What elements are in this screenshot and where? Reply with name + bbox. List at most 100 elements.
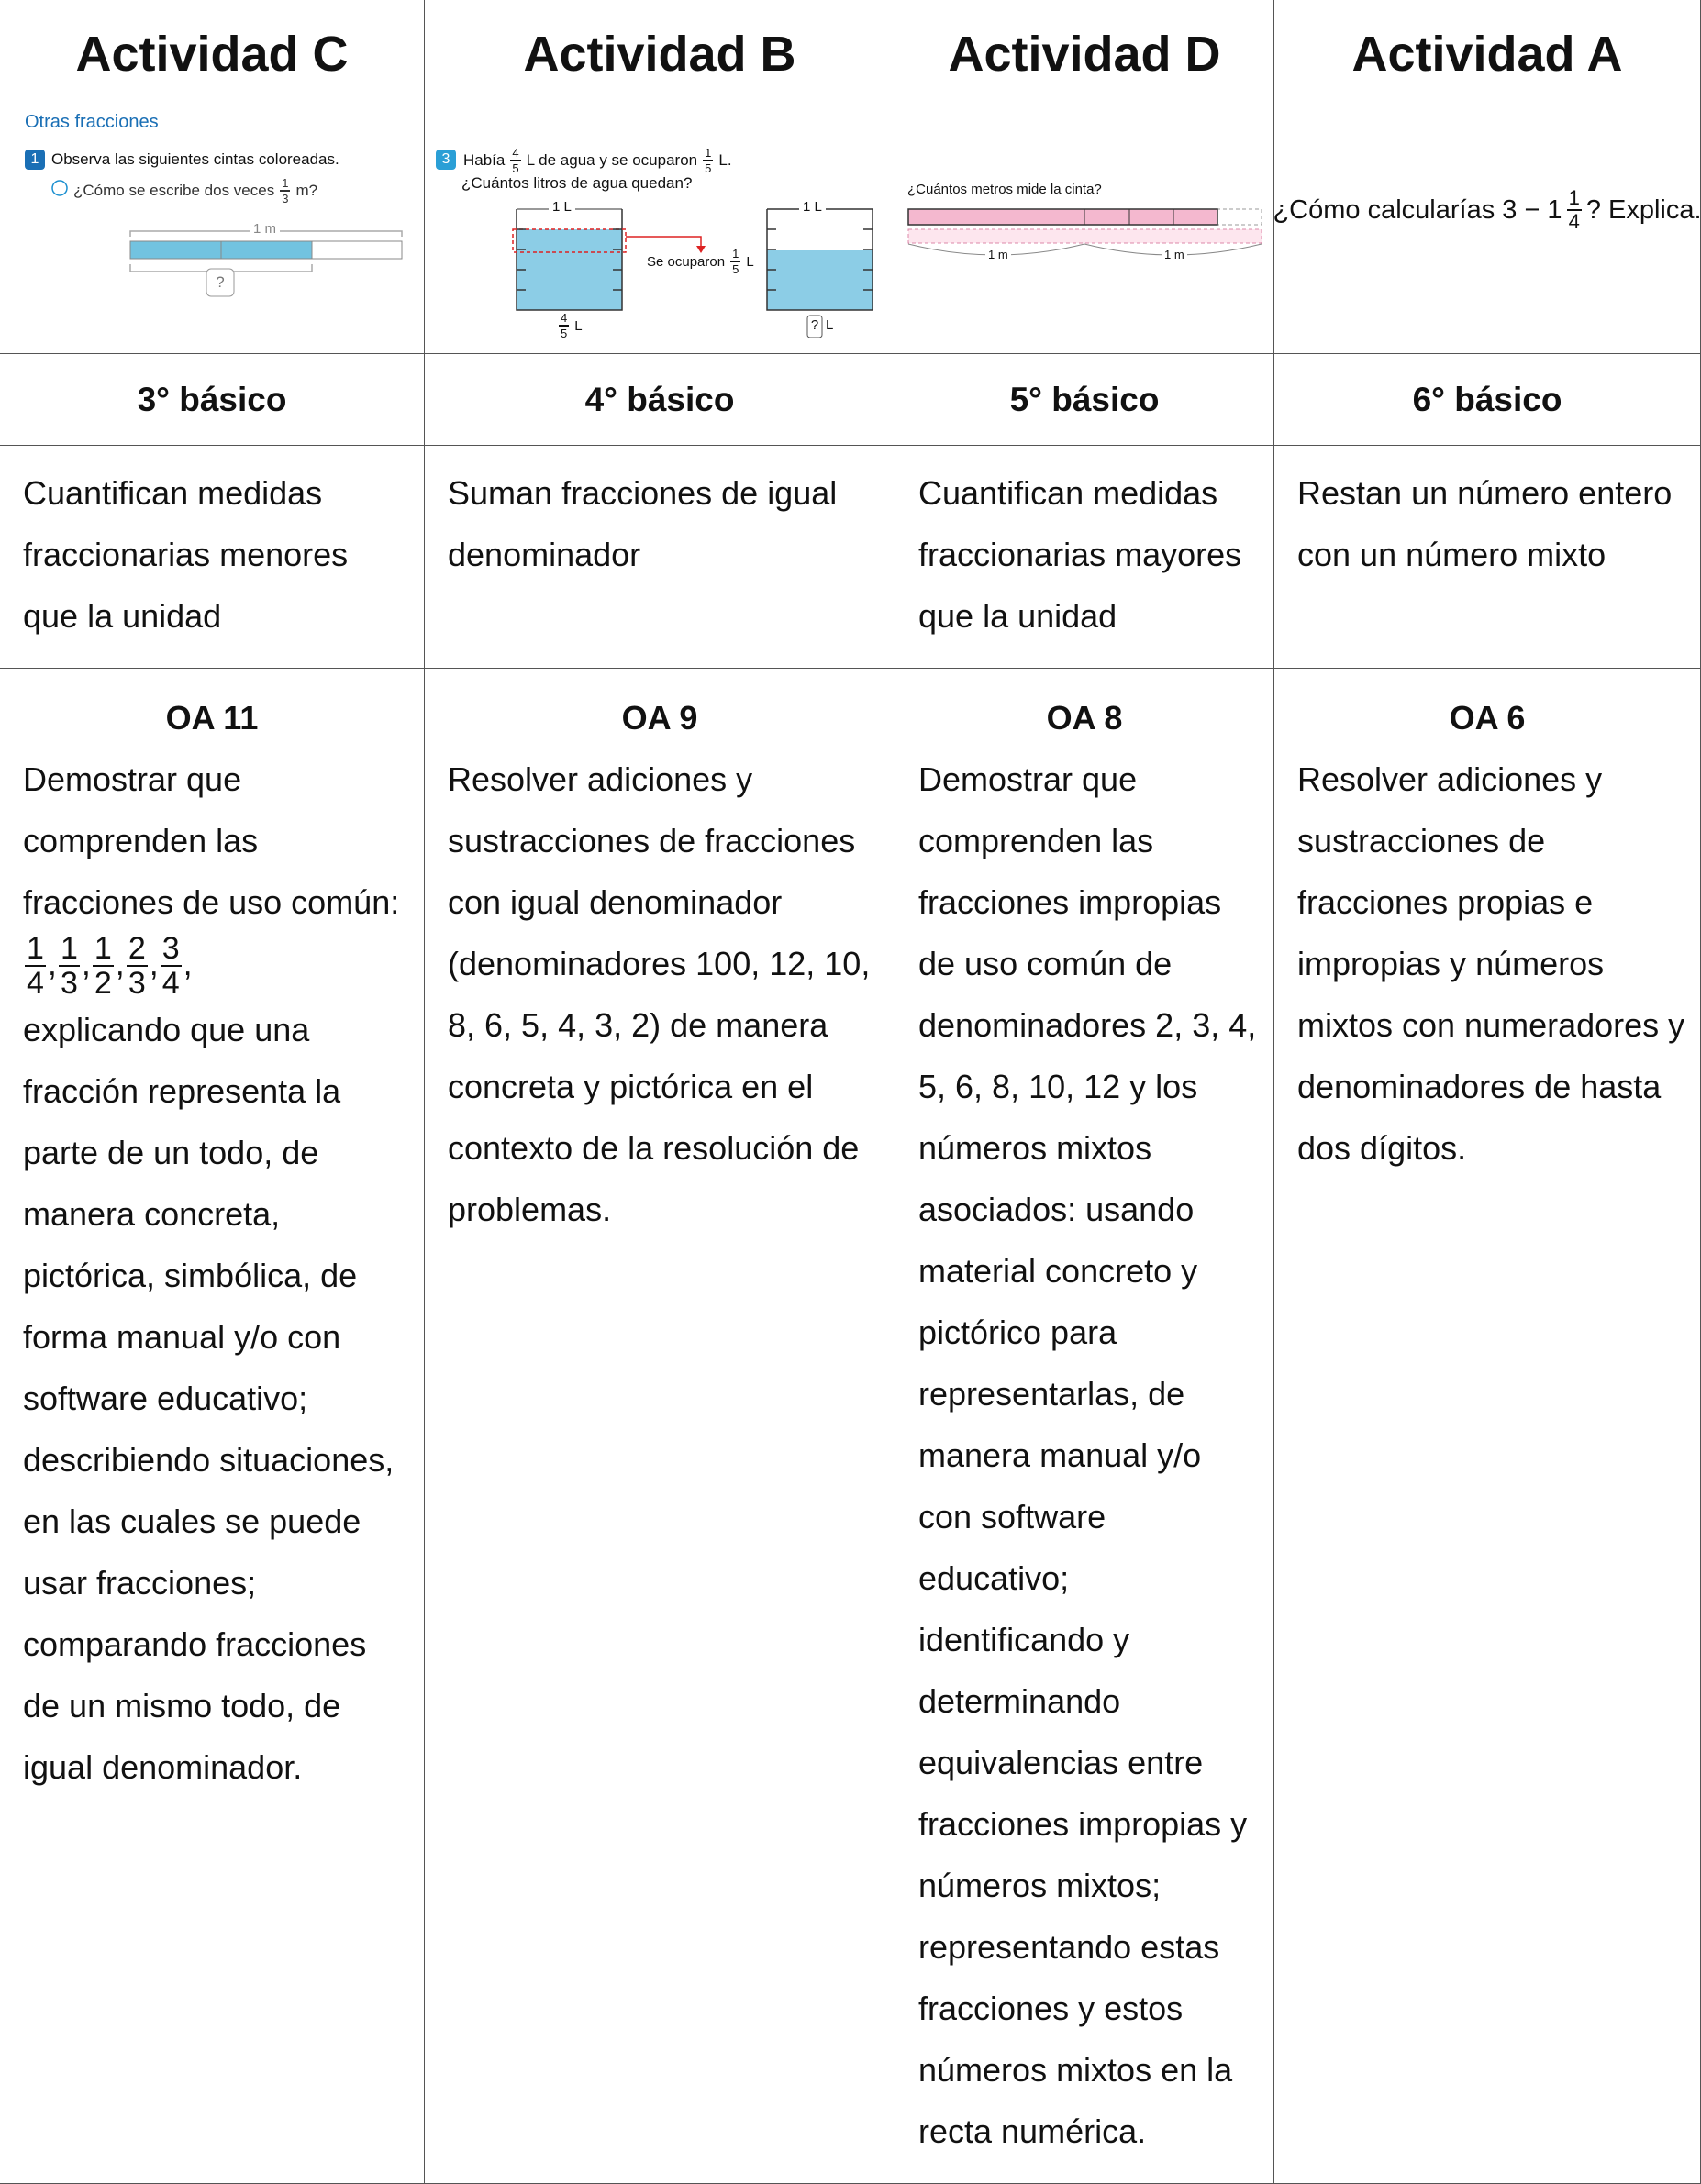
graphic bbox=[907, 243, 1262, 256]
unit: L bbox=[826, 317, 834, 333]
numerator: 1 bbox=[25, 931, 46, 968]
graphic: Se ocuparon bbox=[647, 253, 726, 270]
graphic: 1 bbox=[280, 176, 291, 192]
oa-code: OA 8 bbox=[1046, 699, 1123, 737]
activity-title: Actividad D bbox=[948, 27, 1221, 82]
graphic: L bbox=[746, 253, 754, 270]
graphic: 5 bbox=[512, 161, 519, 175]
unknown: ? bbox=[810, 317, 819, 333]
instruction: Observa las siguientes cintas coloreadas… bbox=[51, 150, 339, 168]
description-cell: Cuantifican medidas fraccionarias mayore… bbox=[895, 446, 1274, 669]
graphic: 5 bbox=[561, 327, 568, 340]
description-cell: Cuantifican medidas fraccionarias menore… bbox=[0, 446, 425, 669]
grade-cell: 6° básico bbox=[1274, 354, 1701, 446]
separator: , bbox=[47, 945, 57, 982]
graphic bbox=[25, 150, 45, 170]
numerator: 1 bbox=[58, 931, 80, 968]
graphic: 1 bbox=[1566, 186, 1582, 211]
oa-code: OA 11 bbox=[165, 699, 259, 737]
grade-cell: 4° básico bbox=[425, 354, 895, 446]
graphic bbox=[517, 228, 873, 291]
grade-cell: 5° básico bbox=[895, 354, 1274, 446]
activity-cell: Actividad C Otras fracciones 1 Observa l… bbox=[0, 0, 425, 354]
description-cell: Restan un número entero con un número mi… bbox=[1274, 446, 1701, 669]
step: 3 bbox=[441, 151, 450, 167]
oa-text: Resolver adiciones y sustracciones de fr… bbox=[1297, 760, 1685, 1167]
oa-text: Demostrar que comprenden las fracciones … bbox=[0, 748, 424, 1798]
numerator: 2 bbox=[126, 931, 148, 968]
graphic: 5 bbox=[705, 161, 712, 175]
description: Restan un número entero con un número mi… bbox=[1297, 474, 1673, 573]
numerator: 3 bbox=[160, 931, 182, 968]
description-cell: Suman fracciones de igual denominador bbox=[425, 446, 895, 669]
numerator: 1 bbox=[92, 931, 114, 968]
graphic: 1 bbox=[703, 146, 714, 161]
graphic bbox=[907, 208, 1218, 226]
objective-cell: OA 6 Resolver adiciones y sustracciones d… bbox=[1274, 669, 1701, 2184]
grade: 3° básico bbox=[137, 380, 287, 418]
graphic bbox=[1084, 209, 1174, 225]
graphic: ¿Cómo se escribe dos veces bbox=[73, 182, 275, 199]
graphic bbox=[516, 209, 623, 311]
separator: , bbox=[81, 945, 91, 982]
container-label: 1 L bbox=[799, 199, 826, 215]
graphic: L bbox=[574, 317, 583, 334]
description: Suman fracciones de igual denominador bbox=[448, 474, 838, 573]
step: 1 bbox=[30, 151, 39, 167]
graphic: 1 bbox=[730, 247, 741, 262]
activity-cell: Actividad D ¿Cuántos metros mide la cint… bbox=[895, 0, 1274, 354]
graphic bbox=[512, 228, 627, 253]
graphic: 4 bbox=[1568, 210, 1580, 233]
oa-code: OA 6 bbox=[1449, 699, 1526, 737]
graphic bbox=[517, 229, 622, 310]
objective-cell: OA 11 Demostrar que comprenden las fracci… bbox=[0, 669, 425, 2184]
graphic bbox=[206, 268, 235, 297]
graphic: m? bbox=[295, 182, 318, 199]
objective-cell: OA 8 Demostrar que comprenden las fraccio… bbox=[895, 669, 1274, 2184]
water-drawing bbox=[436, 150, 873, 338]
ribbon-drawing bbox=[907, 208, 1262, 256]
description: Cuantifican medidas fraccionarias menore… bbox=[23, 474, 349, 635]
graphic: L. bbox=[718, 151, 732, 169]
activity-title: Actividad B bbox=[523, 27, 796, 82]
grade: 6° básico bbox=[1412, 380, 1562, 418]
unit-label: 1 m bbox=[985, 248, 1011, 261]
grade: 5° básico bbox=[1009, 380, 1160, 418]
graphic bbox=[907, 228, 1262, 244]
denominator: 3 bbox=[128, 966, 146, 1002]
separator: , bbox=[183, 945, 193, 982]
question: ¿Cuántos litros de agua quedan? bbox=[461, 174, 693, 192]
graphic: 3 bbox=[282, 192, 289, 205]
tape-label: 1 m bbox=[250, 221, 281, 237]
description: Cuantifican medidas fraccionarias mayore… bbox=[918, 474, 1242, 635]
graphic bbox=[436, 150, 456, 170]
separator: , bbox=[149, 945, 159, 982]
denominator: 3 bbox=[60, 966, 78, 1002]
denominator: 4 bbox=[161, 966, 180, 1002]
objective-cell: OA 9 Resolver adiciones y sustracciones d… bbox=[425, 669, 895, 2184]
denominator: 2 bbox=[94, 966, 112, 1002]
graphic bbox=[696, 246, 706, 253]
graphic: 5 bbox=[732, 262, 739, 276]
tape-drawing bbox=[25, 150, 403, 297]
graphic: ? Explica. bbox=[1585, 194, 1701, 225]
grade-cell: 3° básico bbox=[0, 354, 425, 446]
graphic bbox=[806, 315, 823, 338]
section: Otras fracciones bbox=[25, 112, 159, 132]
graphic: 4 bbox=[559, 311, 570, 327]
oa-text: Resolver adiciones y sustracciones de fr… bbox=[448, 760, 871, 1228]
